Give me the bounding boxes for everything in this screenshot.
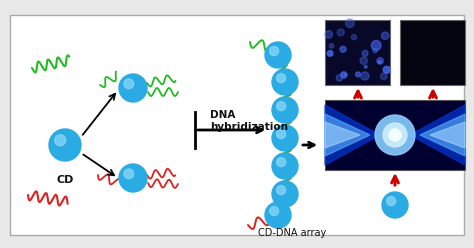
Text: DNA
hybridization: DNA hybridization <box>210 110 288 132</box>
Circle shape <box>383 66 390 73</box>
Circle shape <box>327 51 333 56</box>
Circle shape <box>365 65 367 68</box>
Text: CD: CD <box>56 175 73 185</box>
Circle shape <box>270 47 279 56</box>
Circle shape <box>351 34 356 40</box>
Circle shape <box>276 74 286 83</box>
Circle shape <box>362 50 368 56</box>
Circle shape <box>276 186 286 195</box>
Bar <box>325 20 390 85</box>
Circle shape <box>387 197 396 206</box>
Circle shape <box>265 202 291 228</box>
Circle shape <box>49 129 81 161</box>
Polygon shape <box>325 122 360 148</box>
Circle shape <box>272 181 298 207</box>
Bar <box>10 15 464 235</box>
Circle shape <box>341 72 347 78</box>
Circle shape <box>389 129 401 141</box>
Circle shape <box>119 74 147 102</box>
Bar <box>400 20 465 85</box>
Circle shape <box>377 58 383 64</box>
Circle shape <box>375 115 415 155</box>
Circle shape <box>360 57 367 64</box>
Circle shape <box>272 97 298 123</box>
Circle shape <box>336 75 343 81</box>
Circle shape <box>346 19 354 28</box>
Polygon shape <box>325 105 380 165</box>
Circle shape <box>276 129 286 139</box>
Circle shape <box>381 73 387 80</box>
Bar <box>325 100 465 170</box>
Circle shape <box>371 40 381 50</box>
Polygon shape <box>325 114 370 156</box>
Circle shape <box>276 157 286 167</box>
Circle shape <box>329 44 334 48</box>
Circle shape <box>119 164 147 192</box>
Polygon shape <box>410 105 465 165</box>
Circle shape <box>337 29 344 36</box>
Circle shape <box>373 48 377 53</box>
Circle shape <box>276 101 286 111</box>
Text: CD-DNA array: CD-DNA array <box>258 228 326 238</box>
Circle shape <box>124 169 134 179</box>
Circle shape <box>55 135 66 146</box>
Circle shape <box>272 69 298 95</box>
Circle shape <box>361 72 369 80</box>
Circle shape <box>345 73 346 76</box>
Circle shape <box>325 31 332 38</box>
Circle shape <box>270 207 279 216</box>
Circle shape <box>340 46 346 52</box>
Circle shape <box>382 32 389 39</box>
Polygon shape <box>430 122 465 148</box>
Circle shape <box>382 192 408 218</box>
Circle shape <box>272 125 298 151</box>
Circle shape <box>124 79 134 89</box>
Circle shape <box>383 123 407 147</box>
Circle shape <box>378 61 381 63</box>
Circle shape <box>272 153 298 179</box>
Circle shape <box>265 42 291 68</box>
Polygon shape <box>420 114 465 156</box>
Circle shape <box>356 72 360 77</box>
